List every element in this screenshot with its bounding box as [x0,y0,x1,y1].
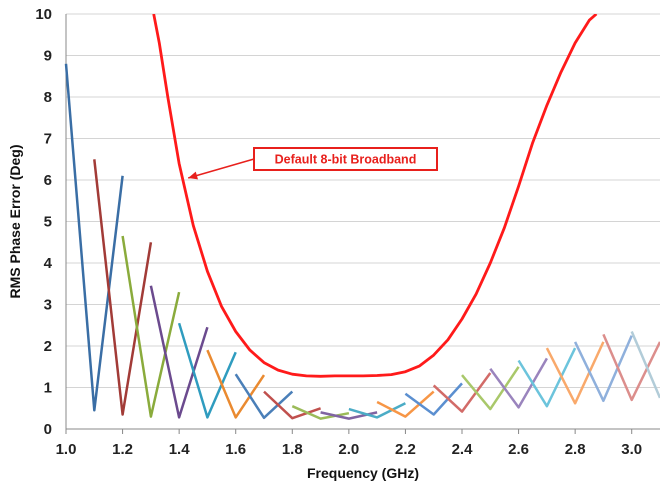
band-curve-18 [545,341,605,405]
band-curves [64,63,660,420]
band-curve-11 [348,402,406,419]
y-tick-9: 9 [44,48,52,65]
band-curve-3 [121,235,181,418]
band-curve-1 [64,63,124,412]
band-curve-17 [517,347,577,408]
y-tick-3: 3 [44,297,52,314]
band-curve-7 [234,373,294,420]
x-tick-2.2: 2.2 [395,441,416,458]
band-curve-12 [376,390,435,418]
x-tick-2.6: 2.6 [508,441,529,458]
x-tick-2.4: 2.4 [452,441,474,458]
band-curve-9 [291,405,350,420]
band-curve-19 [573,335,633,403]
band-curve-21 [630,331,660,399]
x-tick-1.2: 1.2 [112,441,133,458]
y-tick-0: 0 [44,421,52,438]
y-axis-title: RMS Phase Error (Deg) [7,144,23,298]
x-tick-1.6: 1.6 [225,441,246,458]
annotation-arrowhead [188,171,198,180]
band-curve-5 [177,322,237,419]
band-curve-20 [602,333,660,402]
band-curve-2 [93,159,153,416]
band-curve-6 [206,349,266,419]
band-curve-13 [404,382,463,416]
annotation-box [253,147,438,171]
y-tick-6: 6 [44,172,52,189]
x-tick-1.8: 1.8 [282,441,303,458]
y-tick-8: 8 [44,89,52,106]
gridlines [66,13,660,430]
broadband-curve [152,14,598,378]
band-curve-4 [149,285,209,419]
x-tick-labels: 1.0 1.2 1.4 1.6 1.8 2.0 2.2 2.4 2.6 2.8 3.0 [56,441,643,458]
y-tick-1: 1 [44,380,52,397]
band-curve-15 [461,366,520,411]
y-tick-2: 2 [44,338,52,355]
band-curve-16 [489,357,548,409]
y-tick-labels: 0 1 2 3 4 5 6 7 8 9 10 [35,6,52,438]
x-tick-3.0: 3.0 [621,441,642,458]
x-tick-1.0: 1.0 [56,441,77,458]
y-tick-7: 7 [44,131,52,148]
band-curve-8 [263,390,322,420]
x-tick-2.8: 2.8 [565,441,586,458]
annotation-leader-line [188,158,255,179]
x-axis-title: Frequency (GHz) [307,465,419,481]
y-tick-5: 5 [44,214,52,231]
annotation-group: Default 8-bit Broadband [188,147,438,180]
y-tick-10: 10 [35,6,52,23]
annotation-text: Default 8-bit Broadband [275,153,417,167]
x-tick-2.0: 2.0 [338,441,359,458]
y-tick-4: 4 [44,255,53,272]
x-tick-1.4: 1.4 [169,441,191,458]
axes [65,14,660,434]
broadband-curve-group [152,14,598,378]
band-curve-14 [432,372,492,413]
